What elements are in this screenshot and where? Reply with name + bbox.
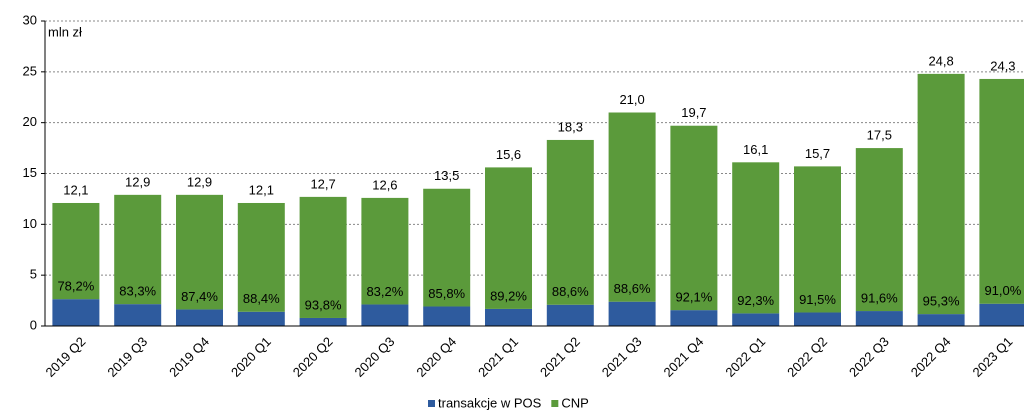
x-tick-label: 2020 Q2 (290, 334, 336, 380)
bar-segment (794, 312, 841, 326)
bar-segment (732, 162, 780, 314)
share-label: 78,2% (57, 279, 94, 294)
bar-segment (794, 166, 841, 313)
bar-segment (423, 188, 471, 307)
share-label: 91,0% (984, 283, 1021, 298)
legend-swatch (428, 400, 435, 407)
share-label: 87,4% (181, 289, 218, 304)
total-label: 15,6 (496, 147, 521, 162)
share-label: 83,2% (366, 284, 403, 299)
bar-segment (237, 311, 285, 326)
bar-segment (52, 202, 100, 300)
bar-segment (608, 301, 656, 326)
total-label: 12,7 (310, 176, 335, 191)
bar-segment (670, 310, 718, 326)
share-label: 89,2% (490, 288, 527, 303)
x-tick-label: 2020 Q4 (413, 334, 459, 380)
total-label: 12,1 (249, 182, 274, 197)
bar-segment (299, 196, 347, 318)
bar-segment (855, 148, 903, 312)
y-tick-label: 5 (30, 267, 37, 282)
x-tick-label: 2021 Q3 (599, 334, 645, 380)
bar-segment (979, 78, 1024, 304)
x-tick-label: 2022 Q1 (722, 334, 768, 380)
total-label: 15,7 (805, 146, 830, 161)
share-label: 88,4% (243, 291, 280, 306)
legend-label: CNP (561, 395, 588, 410)
x-tick-label: 2021 Q4 (661, 334, 707, 380)
bar-segment (361, 304, 409, 326)
bar-segment (546, 139, 594, 305)
x-tick-label: 2020 Q3 (352, 334, 398, 380)
bar-segment (114, 194, 162, 305)
bar-segment (732, 313, 780, 326)
x-tick-label: 2021 Q1 (475, 334, 521, 380)
share-label: 83,3% (119, 284, 156, 299)
y-tick-label: 15 (23, 165, 37, 180)
total-label: 24,3 (990, 58, 1015, 73)
legend-swatch (551, 400, 559, 407)
bar-segment (608, 112, 656, 302)
x-tick-label: 2021 Q2 (537, 334, 583, 380)
total-label: 12,9 (187, 174, 212, 189)
x-tick-label: 2022 Q4 (908, 334, 954, 380)
share-label: 93,8% (305, 297, 342, 312)
total-label: 12,6 (372, 177, 397, 192)
share-label: 88,6% (614, 281, 651, 296)
bar-segment (52, 299, 100, 326)
share-label: 88,6% (552, 284, 589, 299)
total-label: 17,5 (867, 128, 892, 143)
bar-segment (423, 306, 471, 326)
y-tick-label: 30 (23, 12, 37, 27)
total-label: 12,9 (125, 174, 150, 189)
bar-segment (979, 303, 1024, 326)
x-tick-label: 2019 Q2 (43, 334, 89, 380)
y-tick-label: 0 (30, 317, 37, 332)
x-tick-label: 2019 Q3 (104, 334, 150, 380)
share-label: 85,8% (428, 286, 465, 301)
bar-segment (917, 73, 965, 315)
bar-segment (485, 308, 532, 326)
y-tick-label: 25 (23, 63, 37, 78)
y-tick-label: 10 (23, 216, 37, 231)
legend-label: transakcje w POS (438, 395, 542, 410)
total-label: 24,8 (928, 53, 953, 68)
total-label: 12,1 (63, 182, 88, 197)
x-tick-label: 2022 Q2 (784, 334, 830, 380)
y-axis-unit: mln zł (48, 24, 82, 39)
share-label: 91,5% (799, 292, 836, 307)
x-tick-label: 2019 Q4 (166, 334, 212, 380)
total-label: 18,3 (558, 119, 583, 134)
y-tick-label: 20 (23, 114, 37, 129)
x-tick-label: 2022 Q3 (846, 334, 892, 380)
share-label: 92,1% (675, 290, 712, 305)
bar-segment (855, 311, 903, 326)
bar-segment (299, 317, 347, 326)
bar-segment (114, 304, 162, 326)
bar-segment (176, 194, 223, 310)
share-label: 91,6% (861, 290, 898, 305)
share-label: 92,3% (737, 293, 774, 308)
bar-segment (546, 304, 594, 326)
bar-segment (176, 309, 223, 326)
total-label: 21,0 (619, 92, 644, 107)
bar-segment (361, 197, 409, 305)
bar-segment (917, 314, 965, 326)
share-label: 95,3% (923, 294, 960, 309)
x-tick-label: 2020 Q1 (228, 334, 274, 380)
bar-segment (237, 202, 285, 312)
total-label: 16,1 (743, 142, 768, 157)
total-label: 13,5 (434, 168, 459, 183)
bar-segment (485, 167, 532, 309)
bar-segment (670, 125, 718, 311)
total-label: 19,7 (681, 105, 706, 120)
x-tick-label: 2023 Q1 (970, 334, 1016, 380)
